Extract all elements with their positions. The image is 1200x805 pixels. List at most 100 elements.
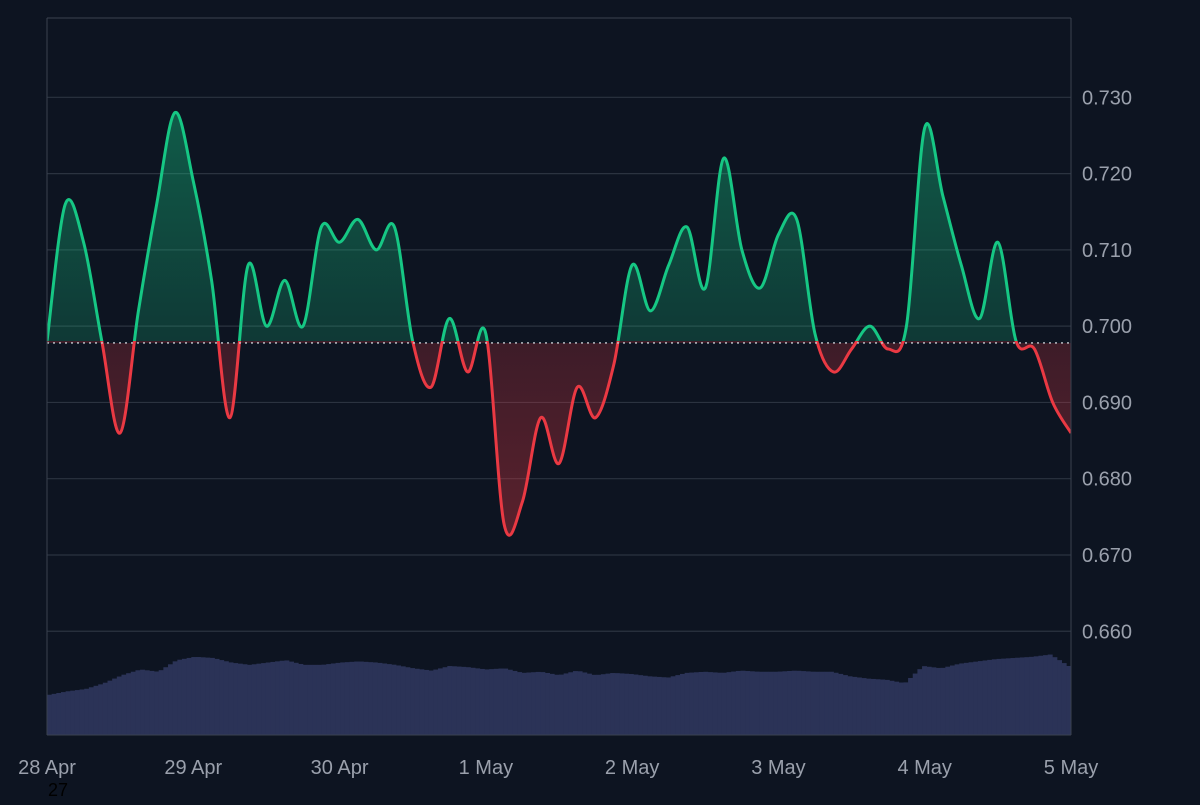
volume-bar [945,666,951,735]
volume-bar [815,671,820,735]
volume-bar [572,671,578,735]
volume-bar [503,668,509,735]
volume-bar [940,667,946,735]
volume-bar [191,657,197,735]
volume-bar [903,682,909,735]
volume-bar [93,685,99,735]
volume-bar [1066,666,1072,735]
volume-bar [214,658,220,735]
volume-bar [703,671,709,735]
volume-bar [424,669,429,735]
volume-bar [163,667,169,735]
y-tick-label: 0.660 [1082,621,1132,643]
volume-bar [102,682,108,735]
volume-bar [749,671,755,735]
volume-bar [889,680,895,735]
volume-bar [642,675,648,735]
volume-bar [521,672,527,735]
volume-bar [88,687,94,735]
volume-bar [805,671,811,735]
volume-bar [936,667,941,735]
volume-bar [493,668,499,735]
volume-bar [51,693,57,735]
volume-bar [787,670,793,735]
volume-bar [963,662,969,735]
volume-bar [79,689,85,735]
volume-bar [1052,657,1058,735]
volume-bar [661,677,667,735]
volume-bar [65,691,71,735]
x-tick-label: 4 May [897,757,951,779]
volume-bar [47,694,52,735]
volume-bar [330,663,336,735]
volume-bar [456,666,462,735]
volume-bar [1015,657,1021,735]
volume-bar [335,662,341,735]
x-tick-label: 2 May [605,757,659,779]
volume-bar [1057,660,1062,735]
volume-bar [400,666,406,735]
volume-bar [856,677,862,735]
area-above-baseline [47,112,1017,341]
volume-bar [954,664,960,735]
volume-bar [740,670,746,735]
volume-bar [754,671,760,735]
volume-bar [861,678,867,735]
y-tick-label: 0.700 [1082,316,1132,338]
volume-bar [1001,658,1007,735]
volume-bar [675,675,681,735]
area-fills [47,112,1071,536]
price-line-above [47,111,1018,341]
volume-bar [875,679,881,735]
x-tick-label: 3 May [751,757,805,779]
volume-bar [410,668,415,735]
volume-bar [540,672,546,735]
volume-bar [321,664,327,735]
volume-bars [47,654,1072,735]
volume-bar [140,669,146,735]
y-tick-label: 0.710 [1082,240,1132,262]
volume-bar [996,658,1002,735]
volume-bar [74,690,80,735]
y-tick-label: 0.670 [1082,545,1132,567]
volume-bar [791,670,797,735]
y-tick-label: 0.680 [1082,469,1132,491]
volume-bar [735,670,741,735]
volume-bar [237,663,243,735]
volume-bar [563,673,569,735]
volume-bar [698,671,704,735]
volume-bar [372,662,378,735]
volume-bar [773,671,779,735]
volume-bar [56,692,62,735]
volume-bar [707,672,713,735]
volume-bar [1061,663,1067,735]
volume-bar [991,659,997,735]
volume-bar [898,682,904,735]
volume-bar [526,672,532,735]
volume-bar [377,662,383,735]
volume-bar [475,668,481,735]
volume-bar [982,660,988,735]
volume-bar [633,674,639,735]
volume-bar [977,661,983,735]
volume-bar [386,664,392,735]
volume-bar [158,670,164,735]
volume-bar [368,662,374,735]
plot-frame [46,17,1072,736]
volume-bar [465,667,471,735]
volume-bar [689,672,695,735]
volume-bar [819,671,825,735]
volume-bar [759,671,765,735]
volume-bar [247,664,253,735]
volume-bar [582,672,588,735]
volume-bar [763,671,769,735]
volume-bar [880,679,886,735]
volume-bar [577,671,583,735]
volume-bar [340,662,346,735]
volume-bar [591,674,597,735]
volume-bar [223,661,229,735]
volume-bar [926,666,932,735]
volume-bar [349,661,355,735]
volume-bar [912,673,918,735]
volume-bar [312,664,318,735]
